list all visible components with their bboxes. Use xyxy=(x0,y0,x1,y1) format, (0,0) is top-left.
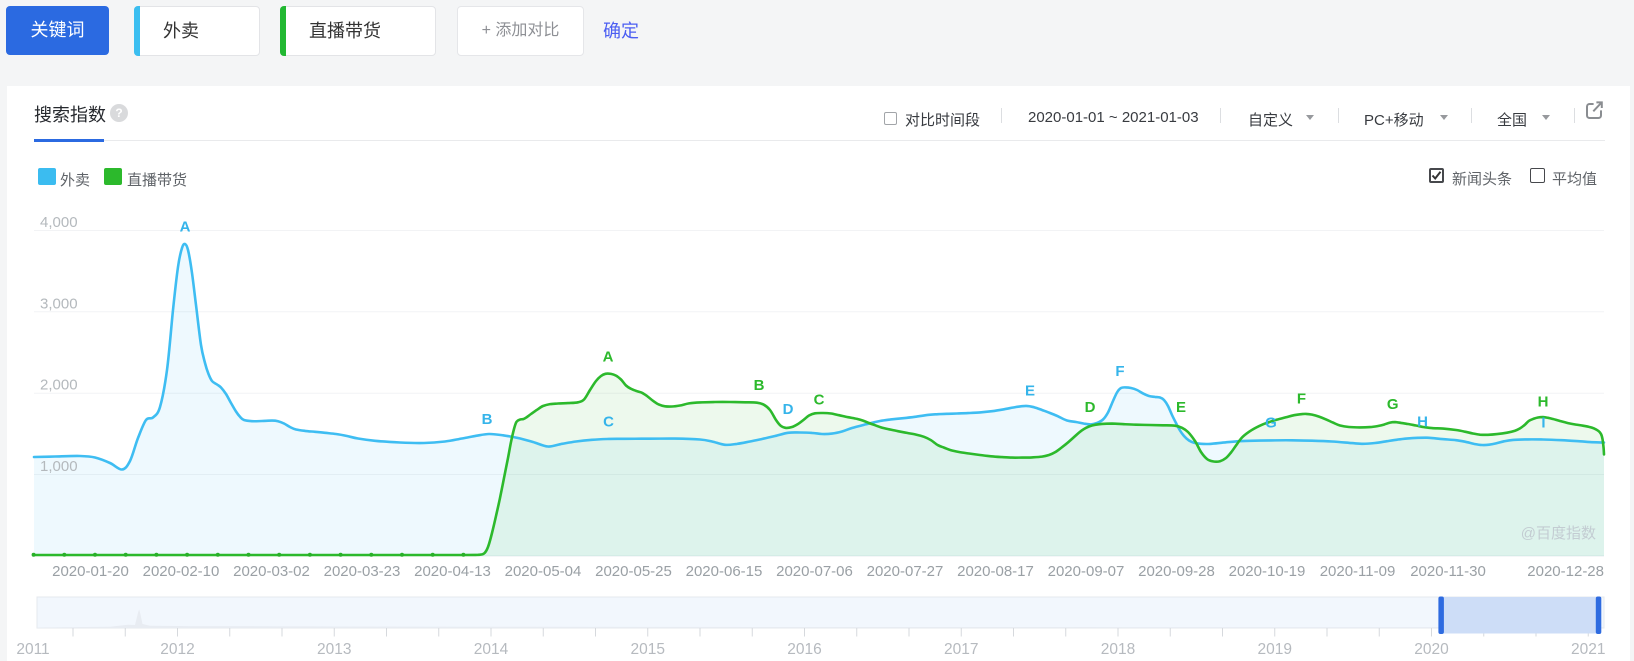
svg-text:2011: 2011 xyxy=(16,641,49,658)
svg-text:E: E xyxy=(1176,399,1186,416)
svg-text:2020-06-15: 2020-06-15 xyxy=(686,563,763,580)
svg-text:2020-02-10: 2020-02-10 xyxy=(143,563,220,580)
svg-text:A: A xyxy=(603,349,614,366)
svg-text:G: G xyxy=(1387,396,1399,413)
svg-text:H: H xyxy=(1417,414,1428,431)
svg-text:2017: 2017 xyxy=(944,641,978,658)
svg-text:H: H xyxy=(1538,394,1549,411)
svg-text:2020-11-09: 2020-11-09 xyxy=(1320,563,1396,580)
svg-text:2021: 2021 xyxy=(1571,641,1605,658)
svg-text:@百度指数: @百度指数 xyxy=(1521,525,1596,542)
svg-text:F: F xyxy=(1115,363,1124,380)
svg-text:2020-12-28: 2020-12-28 xyxy=(1527,563,1604,580)
svg-text:2020-08-17: 2020-08-17 xyxy=(957,563,1034,580)
svg-text:2020-09-28: 2020-09-28 xyxy=(1138,563,1215,580)
svg-text:2019: 2019 xyxy=(1258,641,1292,658)
svg-text:2018: 2018 xyxy=(1101,641,1135,658)
svg-text:2020: 2020 xyxy=(1414,641,1449,658)
svg-text:G: G xyxy=(1265,415,1277,432)
svg-text:4,000: 4,000 xyxy=(40,214,78,231)
svg-text:C: C xyxy=(814,392,825,409)
svg-text:2020-07-27: 2020-07-27 xyxy=(867,563,944,580)
svg-text:2020-10-19: 2020-10-19 xyxy=(1229,563,1306,580)
svg-text:2020-03-23: 2020-03-23 xyxy=(324,563,401,580)
svg-text:F: F xyxy=(1297,390,1306,407)
svg-text:2020-01-20: 2020-01-20 xyxy=(52,563,129,580)
svg-text:D: D xyxy=(1085,399,1096,416)
svg-text:2016: 2016 xyxy=(787,641,821,658)
svg-text:B: B xyxy=(754,377,765,394)
svg-text:2020-04-13: 2020-04-13 xyxy=(414,563,491,580)
svg-text:2020-07-06: 2020-07-06 xyxy=(776,563,853,580)
svg-text:2020-09-07: 2020-09-07 xyxy=(1048,563,1125,580)
svg-text:B: B xyxy=(482,411,493,428)
svg-text:E: E xyxy=(1025,383,1035,400)
svg-text:3,000: 3,000 xyxy=(40,295,78,312)
svg-text:2020-05-04: 2020-05-04 xyxy=(505,563,582,580)
svg-text:2013: 2013 xyxy=(317,641,351,658)
svg-text:2020-05-25: 2020-05-25 xyxy=(595,563,672,580)
svg-text:C: C xyxy=(603,414,614,431)
svg-text:2020-03-02: 2020-03-02 xyxy=(233,563,310,580)
svg-text:2015: 2015 xyxy=(631,641,665,658)
svg-text:1,000: 1,000 xyxy=(40,458,78,475)
svg-text:2,000: 2,000 xyxy=(40,377,78,394)
svg-text:I: I xyxy=(1541,415,1545,432)
svg-text:2012: 2012 xyxy=(160,641,194,658)
svg-text:D: D xyxy=(783,401,794,418)
svg-text:A: A xyxy=(180,219,191,236)
svg-text:2014: 2014 xyxy=(474,641,509,658)
svg-text:2020-11-30: 2020-11-30 xyxy=(1410,563,1486,580)
